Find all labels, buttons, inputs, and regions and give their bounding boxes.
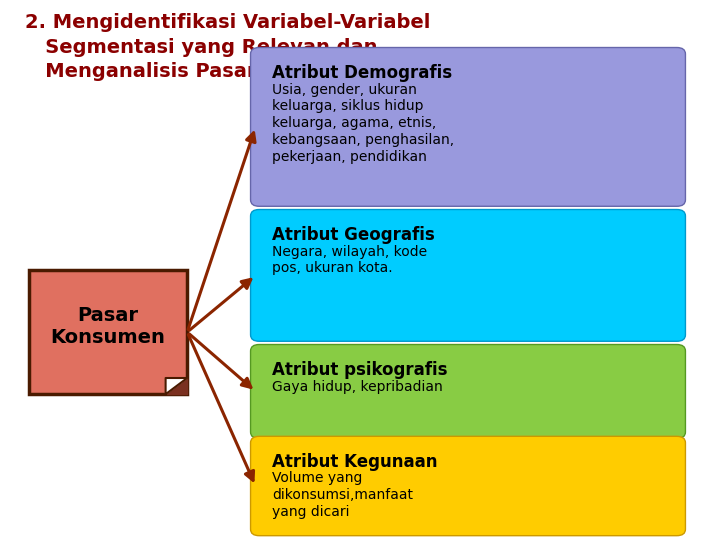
FancyBboxPatch shape bbox=[251, 48, 685, 206]
FancyBboxPatch shape bbox=[29, 270, 187, 394]
FancyBboxPatch shape bbox=[251, 436, 685, 536]
FancyBboxPatch shape bbox=[251, 210, 685, 341]
Polygon shape bbox=[166, 378, 187, 394]
FancyBboxPatch shape bbox=[251, 345, 685, 438]
Text: Volume yang
dikonsumsi,manfaat
yang dicari: Volume yang dikonsumsi,manfaat yang dica… bbox=[272, 471, 413, 519]
Text: Usia, gender, ukuran
keluarga, siklus hidup
keluarga, agama, etnis,
kebangsaan, : Usia, gender, ukuran keluarga, siklus hi… bbox=[272, 83, 454, 164]
Text: Atribut Geografis: Atribut Geografis bbox=[272, 226, 435, 244]
Text: Pasar
Konsumen: Pasar Konsumen bbox=[50, 306, 166, 347]
Text: Atribut psikografis: Atribut psikografis bbox=[272, 361, 448, 379]
Text: Atribut Demografis: Atribut Demografis bbox=[272, 64, 452, 82]
Text: 2. Mengidentifikasi Variabel-Variabel
   Segmentasi yang Relevan dan
   Menganal: 2. Mengidentifikasi Variabel-Variabel Se… bbox=[25, 14, 431, 81]
Text: Gaya hidup, kepribadian: Gaya hidup, kepribadian bbox=[272, 380, 443, 394]
Text: Atribut Kegunaan: Atribut Kegunaan bbox=[272, 453, 438, 470]
Polygon shape bbox=[166, 378, 187, 394]
Text: Negara, wilayah, kode
pos, ukuran kota.: Negara, wilayah, kode pos, ukuran kota. bbox=[272, 245, 427, 275]
